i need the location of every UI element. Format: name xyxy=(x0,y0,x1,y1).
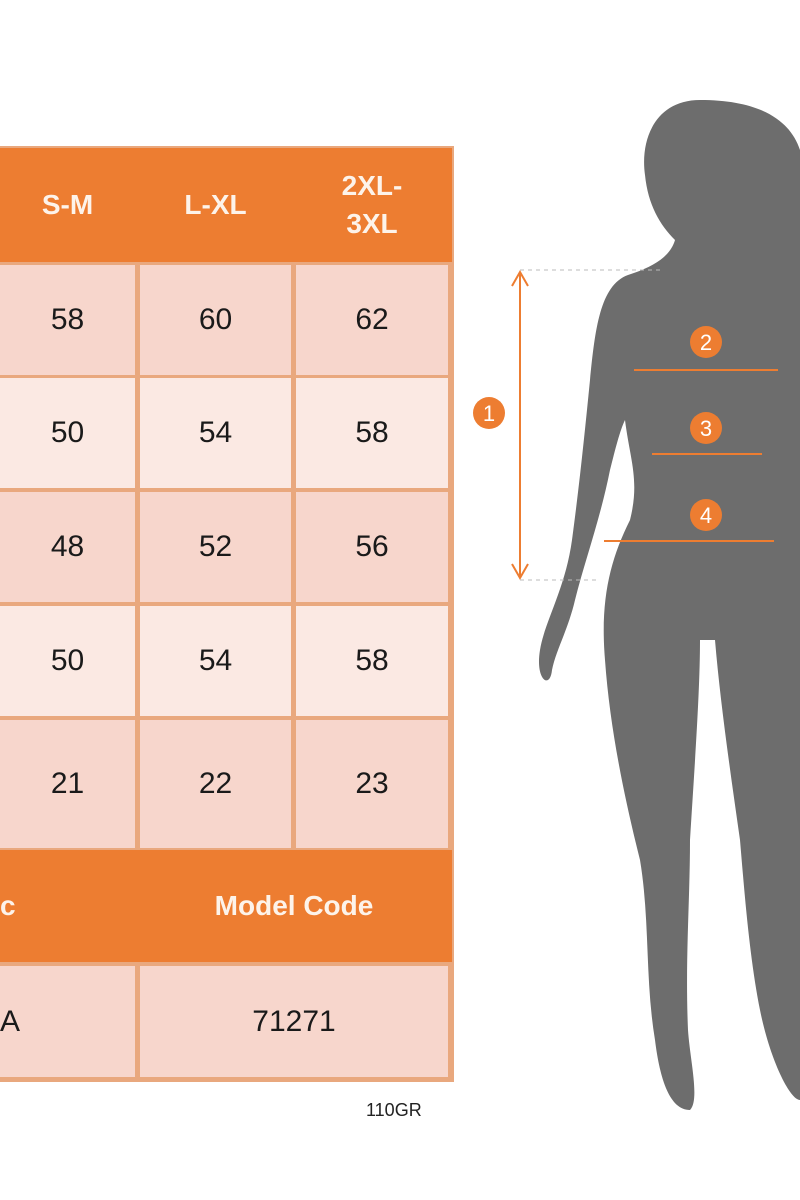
footer-cell-left: A xyxy=(0,966,135,1077)
table-cell: 50 xyxy=(0,606,135,716)
table-cell: 60 xyxy=(140,265,291,375)
table-cell: 22 xyxy=(140,720,291,848)
marker-2 xyxy=(690,326,722,358)
table-cell: 21 xyxy=(0,720,135,848)
silhouette-shape xyxy=(538,100,800,1110)
table-cell: 56 xyxy=(296,492,448,602)
table-cell: 52 xyxy=(140,492,291,602)
product-code: 110GR xyxy=(366,1100,422,1120)
table-cell: 54 xyxy=(140,606,291,716)
marker-2-label: 2 xyxy=(700,330,712,355)
marker-4 xyxy=(690,499,722,531)
footer-header-left: c xyxy=(0,850,135,962)
body-silhouette: 1 2 3 4 xyxy=(473,100,800,1110)
table-cell: 58 xyxy=(296,378,448,488)
marker-3 xyxy=(690,412,722,444)
footer-header-model-code: Model Code xyxy=(140,850,448,962)
footer-cell-model-code: 71271 xyxy=(140,966,448,1077)
header-size-lxl: L-XL xyxy=(140,148,291,262)
table-cell: 54 xyxy=(140,378,291,488)
table-cell: 50 xyxy=(0,378,135,488)
table-cell: 58 xyxy=(296,606,448,716)
marker-1-label: 1 xyxy=(483,401,495,426)
marker-4-label: 4 xyxy=(700,503,712,528)
header-size-sm: S-M xyxy=(0,148,135,262)
marker-1 xyxy=(473,397,505,429)
marker-3-label: 3 xyxy=(700,416,712,441)
header-size-2xl3xl: 2XL- 3XL xyxy=(296,148,448,262)
table-cell: 62 xyxy=(296,265,448,375)
table-cell: 58 xyxy=(0,265,135,375)
table-cell: 48 xyxy=(0,492,135,602)
measure-markers xyxy=(473,326,722,531)
table-cell: 23 xyxy=(296,720,448,848)
